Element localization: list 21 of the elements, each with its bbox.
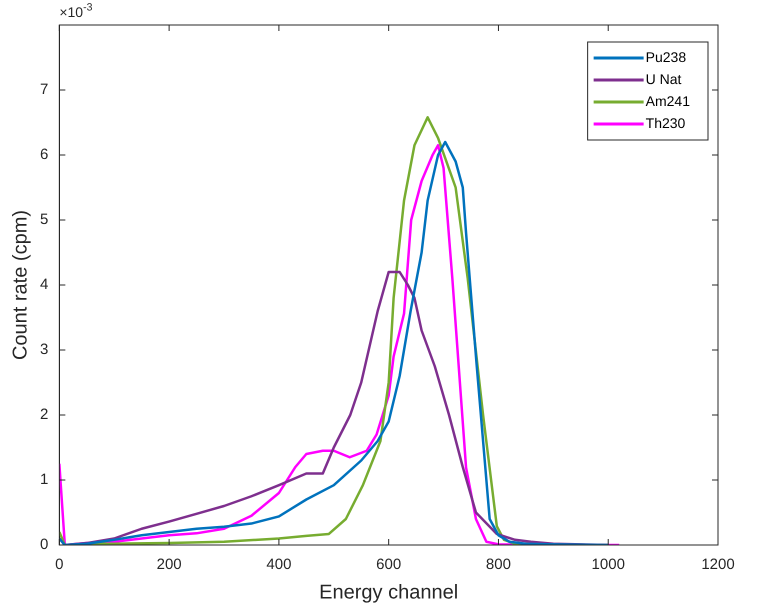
- y-tick-label: 3: [40, 341, 48, 358]
- y-tick-label: 4: [40, 276, 48, 294]
- legend-label: Am241: [646, 92, 690, 109]
- legend-label: Th230: [646, 114, 686, 131]
- y-axis-title: Count rate (cpm): [10, 210, 32, 360]
- x-tick-label: 1000: [592, 556, 625, 574]
- y-tick-label: 2: [40, 406, 48, 424]
- legend-label: Pu238: [646, 48, 686, 65]
- y-tick-label: 1: [40, 471, 48, 488]
- y-tick-label: 6: [40, 146, 48, 164]
- x-tick-label: 0: [55, 556, 64, 574]
- y-tick-label: 0: [40, 536, 48, 554]
- x-tick-label: 200: [156, 556, 182, 574]
- x-tick-label: 600: [376, 556, 402, 574]
- y-tick-label: 5: [40, 211, 48, 228]
- legend-label: U Nat: [646, 70, 682, 87]
- x-tick-label: 400: [266, 556, 292, 574]
- x-tick-label: 1200: [701, 556, 735, 574]
- x-tick-label: 800: [486, 556, 511, 574]
- x-axis-title: Energy channel: [319, 582, 458, 604]
- y-tick-label: 7: [40, 81, 48, 98]
